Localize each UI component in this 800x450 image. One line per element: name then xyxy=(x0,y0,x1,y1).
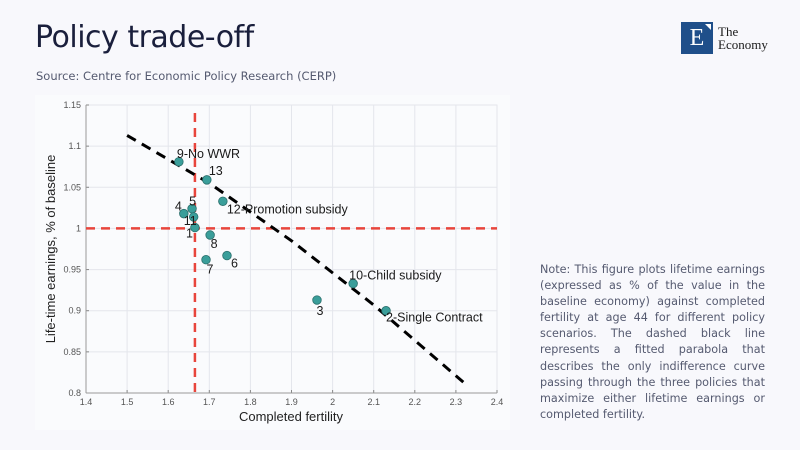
y-tick-label: 0.95 xyxy=(63,265,81,275)
fitted-curve xyxy=(126,134,470,388)
x-axis-label: Completed fertility xyxy=(239,409,344,424)
fitted-parabola-line xyxy=(126,134,470,388)
x-tick-label: 1.4 xyxy=(80,397,93,407)
x-tick-label: 2.4 xyxy=(491,397,504,407)
scatter-chart: 1.4 1.5 1.6 1.7 1.8 1.9 2 2.1 2.2 2.3 2.4 0.8 0.85 0.… xyxy=(35,95,510,430)
logo-corner-icon xyxy=(705,24,711,30)
logo-line-2: Economy xyxy=(718,37,768,52)
x-tick-label: 2.3 xyxy=(450,397,463,407)
page-title: Policy trade-off xyxy=(35,20,254,55)
y-tick-label: 0.9 xyxy=(68,306,81,316)
x-tick-label: 2 xyxy=(330,397,335,407)
x-tick-label: 1.9 xyxy=(285,397,298,407)
grid xyxy=(85,104,498,394)
point-label: 10-Child subsidy xyxy=(349,269,442,283)
data-point xyxy=(190,222,200,233)
source-text: Source: Centre for Economic Policy Resea… xyxy=(36,69,337,83)
x-tick-label: 1.8 xyxy=(244,397,257,407)
point-label: 6 xyxy=(231,257,238,271)
point-label: 13 xyxy=(209,164,223,178)
data-point xyxy=(381,306,391,316)
y-tick-label: 0.85 xyxy=(63,347,81,357)
data-point xyxy=(179,208,189,219)
point-label: 5 xyxy=(189,195,196,209)
the-economy-logo: E The Economy xyxy=(681,22,768,54)
y-tick-label: 1.05 xyxy=(63,182,81,192)
point-label: 7 xyxy=(207,263,214,277)
logo-wordmark: The Economy xyxy=(718,25,768,51)
y-tick-label: 0.8 xyxy=(68,388,81,398)
data-point xyxy=(201,254,211,265)
point-label: 11 xyxy=(184,214,197,228)
x-tick-label: 2.2 xyxy=(409,397,422,407)
x-tick-label: 2.1 xyxy=(367,397,380,407)
logo-letter: E xyxy=(689,24,705,51)
data-point xyxy=(202,175,212,185)
x-tick-label: 1.5 xyxy=(121,397,134,407)
y-tick-label: 1.1 xyxy=(68,141,81,151)
data-point xyxy=(312,295,322,305)
y-tick-label: 1.15 xyxy=(63,100,81,110)
point-label: 2-Single Contract xyxy=(386,311,483,325)
point-label: 3 xyxy=(317,304,324,318)
data-point xyxy=(222,250,232,261)
point-label: 12-Promotion subsidy xyxy=(227,202,349,216)
data-point xyxy=(188,212,199,222)
data-point xyxy=(205,230,215,240)
logo-mark: E xyxy=(681,22,713,54)
logo-line-1: The xyxy=(718,24,739,39)
point-label: 4 xyxy=(175,200,182,214)
y-axis-label: Life-time earnings, % of baseline xyxy=(43,155,58,344)
data-point xyxy=(218,196,228,206)
chart-svg: 1.4 1.5 1.6 1.7 1.8 1.9 2 2.1 2.2 2.3 2.4 0.8 0.85 0.… xyxy=(43,100,503,424)
chart-note: Note: This figure plots lifetime earning… xyxy=(540,263,765,421)
reference-lines xyxy=(86,113,497,393)
point-label: 9-No WWR xyxy=(177,147,240,161)
data-points xyxy=(174,157,391,316)
data-point xyxy=(348,278,358,289)
axes: 1.4 1.5 1.6 1.7 1.8 1.9 2 2.1 2.2 2.3 2.4 0.8 0.85 0.… xyxy=(63,100,503,407)
point-label: 8 xyxy=(211,237,218,251)
point-label: 1 xyxy=(186,227,193,241)
data-point xyxy=(174,157,184,167)
x-tick-label: 1.7 xyxy=(203,397,216,407)
x-tick-label: 1.6 xyxy=(162,397,175,407)
y-tick-label: 1 xyxy=(76,223,81,233)
